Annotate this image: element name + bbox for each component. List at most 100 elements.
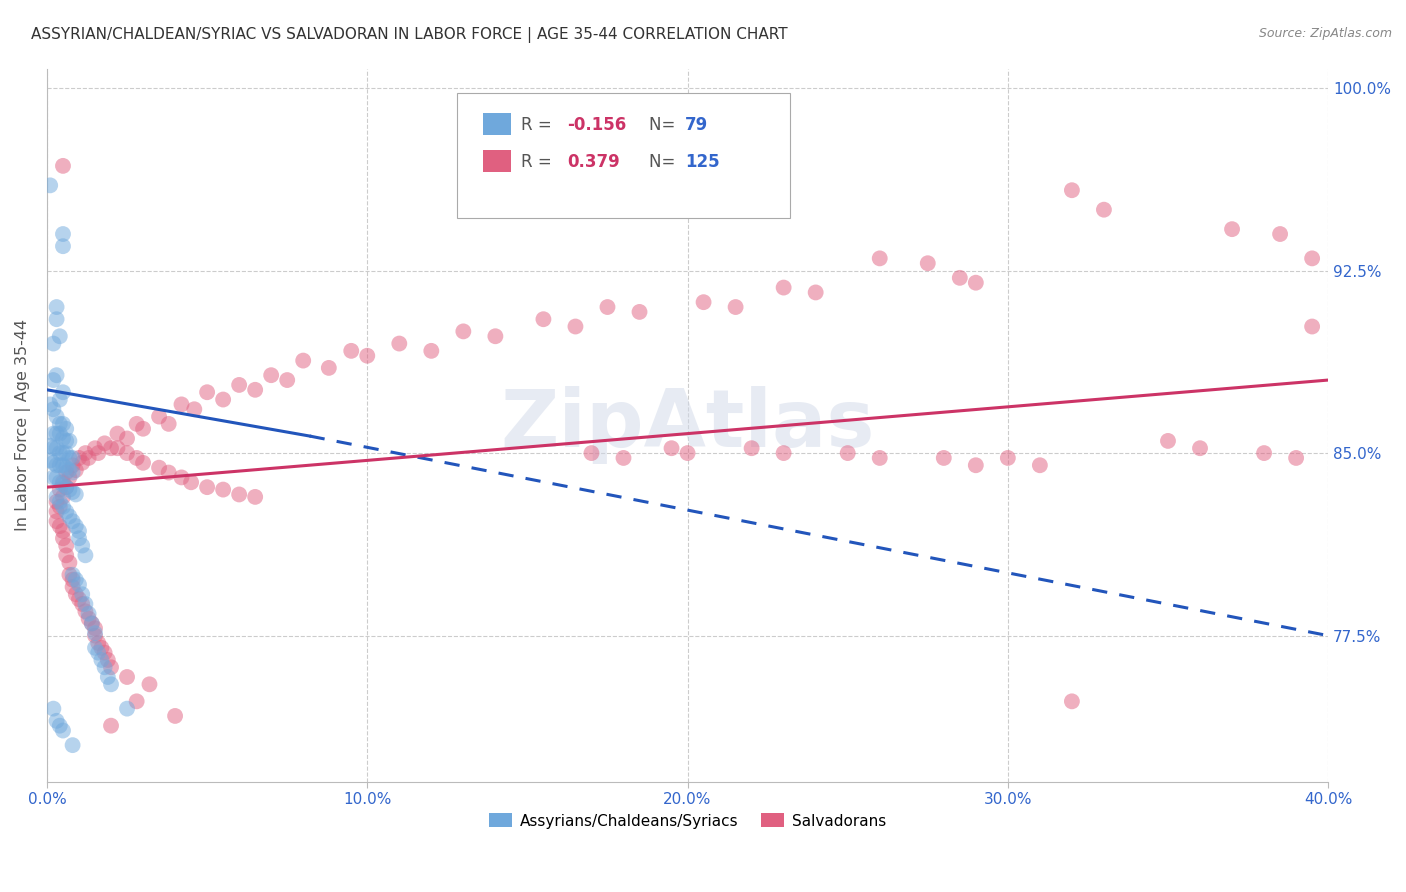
Point <box>484 329 506 343</box>
Point <box>55 460 77 475</box>
Point <box>132 456 155 470</box>
Point <box>55 504 77 518</box>
FancyBboxPatch shape <box>457 94 790 219</box>
Point <box>93 436 115 450</box>
Point <box>1268 227 1291 241</box>
Text: N=: N= <box>650 116 681 134</box>
Point <box>90 640 112 655</box>
Point <box>87 646 110 660</box>
Point <box>45 458 67 473</box>
Point <box>77 450 100 465</box>
Text: 0.379: 0.379 <box>567 153 620 171</box>
Point <box>45 368 67 383</box>
Point <box>45 490 67 504</box>
Point <box>55 480 77 494</box>
Point <box>55 446 77 460</box>
Text: 79: 79 <box>685 116 709 134</box>
Point <box>115 670 138 684</box>
Point <box>692 295 714 310</box>
Point <box>65 587 87 601</box>
Point <box>75 446 97 460</box>
Point <box>52 475 75 490</box>
Point <box>170 470 193 484</box>
Point <box>52 446 75 460</box>
Point <box>138 677 160 691</box>
Point <box>195 480 218 494</box>
Point <box>804 285 827 300</box>
Point <box>52 417 75 431</box>
Y-axis label: In Labor Force | Age 35-44: In Labor Force | Age 35-44 <box>15 319 31 531</box>
Point <box>180 475 202 490</box>
Point <box>97 653 120 667</box>
Point <box>318 360 340 375</box>
Point <box>49 495 72 509</box>
Text: ZipAtlas: ZipAtlas <box>501 386 875 464</box>
Text: R =: R = <box>522 153 557 171</box>
Point <box>65 487 87 501</box>
Point <box>70 597 93 611</box>
Point <box>52 458 75 473</box>
Point <box>52 490 75 504</box>
Point <box>58 434 80 448</box>
Point <box>869 252 891 266</box>
Point <box>70 587 93 601</box>
Point <box>84 441 107 455</box>
Point <box>1157 434 1180 448</box>
Point <box>100 660 122 674</box>
Point <box>52 159 75 173</box>
Point <box>724 300 747 314</box>
Point <box>49 392 72 407</box>
Point <box>49 426 72 441</box>
Point <box>84 640 107 655</box>
Point <box>52 432 75 446</box>
Point <box>100 677 122 691</box>
Point <box>115 432 138 446</box>
Point <box>148 460 170 475</box>
Point <box>49 458 72 473</box>
Point <box>42 336 65 351</box>
Point <box>67 450 90 465</box>
Point <box>49 475 72 490</box>
FancyBboxPatch shape <box>482 150 510 172</box>
Point <box>183 402 205 417</box>
Point <box>157 417 180 431</box>
Point <box>42 456 65 470</box>
Point <box>62 450 84 465</box>
Point <box>453 325 475 339</box>
Text: ASSYRIAN/CHALDEAN/SYRIAC VS SALVADORAN IN LABOR FORCE | AGE 35-44 CORRELATION CH: ASSYRIAN/CHALDEAN/SYRIAC VS SALVADORAN I… <box>31 27 787 43</box>
Point <box>77 611 100 625</box>
Point <box>55 422 77 436</box>
Point <box>628 305 651 319</box>
Point <box>52 524 75 538</box>
Point <box>1285 450 1308 465</box>
Point <box>58 463 80 477</box>
Point <box>49 417 72 431</box>
Point <box>42 426 65 441</box>
Point <box>67 592 90 607</box>
Point <box>62 485 84 500</box>
Point <box>65 573 87 587</box>
Point <box>228 378 250 392</box>
Point <box>45 312 67 326</box>
Point <box>62 573 84 587</box>
Point <box>1301 319 1323 334</box>
Point <box>93 660 115 674</box>
Point <box>676 446 699 460</box>
Text: N=: N= <box>650 153 681 171</box>
Point <box>125 417 148 431</box>
Point <box>55 539 77 553</box>
Point <box>195 385 218 400</box>
Point <box>58 567 80 582</box>
Point <box>77 607 100 621</box>
Point <box>42 373 65 387</box>
Point <box>62 514 84 528</box>
Point <box>75 597 97 611</box>
Point <box>965 276 987 290</box>
Point <box>62 580 84 594</box>
Text: -0.156: -0.156 <box>567 116 627 134</box>
Point <box>170 397 193 411</box>
Point <box>932 450 955 465</box>
Point <box>45 426 67 441</box>
Point <box>62 458 84 473</box>
Point <box>45 495 67 509</box>
